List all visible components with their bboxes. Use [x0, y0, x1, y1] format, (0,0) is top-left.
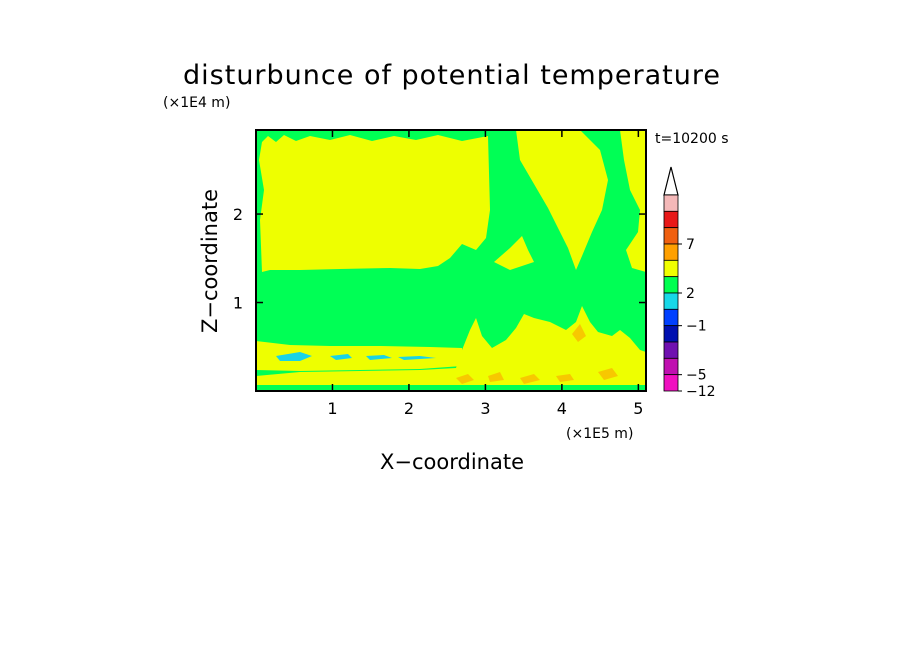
field-yellow-right-mid: [494, 236, 534, 270]
x-axis: 1 2 3 4 5: [327, 130, 643, 418]
y-axis: 12: [233, 205, 646, 313]
x-axis-label: X−coordinate: [380, 450, 524, 474]
field-cyan-streak: [276, 352, 436, 361]
colorbar-swatch: [663, 357, 679, 376]
y-axis-label: Z−coordinate: [198, 189, 222, 333]
contour-field: [255, 129, 647, 392]
colorbar: 7 2 −1 −5−12: [663, 166, 716, 400]
y-tick-label: 1: [233, 294, 243, 313]
x-tick-label: 3: [480, 399, 490, 418]
colorbar-label: −12: [686, 384, 716, 400]
plot-frame: [255, 129, 647, 392]
colorbar-swatch: [663, 341, 679, 359]
colorbar-swatch: [663, 259, 679, 278]
colorbar-swatch: [663, 243, 679, 261]
field-yellow-upper: [259, 135, 490, 272]
colorbar-swatch: [663, 374, 679, 392]
x-tick-label: 2: [404, 399, 414, 418]
colorbar-label: 7: [686, 237, 695, 253]
field-orange-speckles: [456, 324, 618, 384]
colorbar-swatch: [663, 194, 679, 212]
x-tick-label: 4: [557, 399, 567, 418]
colorbar-swatch: [663, 276, 679, 294]
colorbar-swatch: [663, 210, 679, 229]
chart-title: disturbunce of potential temperature: [183, 60, 721, 91]
x-tick-label: 1: [327, 399, 337, 418]
field-yellow-lower-band: [256, 341, 462, 371]
x-tick-label: 5: [633, 399, 643, 418]
colorbar-swatch: [663, 308, 679, 327]
colorbar-swatch: [663, 227, 679, 245]
field-yellow-lower-right: [256, 306, 646, 391]
y-tick-label: 2: [233, 205, 243, 224]
colorbar-label: −1: [686, 319, 707, 335]
field-green-ground-strip: [256, 385, 646, 391]
field-yellow-far-right: [620, 130, 646, 272]
colorbar-label: −5: [686, 368, 707, 384]
colorbar-swatch: [663, 292, 679, 310]
colorbar-extend-arrow: [663, 166, 679, 196]
y-unit-label: (×1E4 m): [163, 95, 230, 111]
x-unit-label: (×1E5 m): [566, 426, 633, 442]
field-yellow-upper-right: [516, 130, 608, 270]
time-label: t=10200 s: [655, 131, 729, 147]
colorbar-swatch: [663, 325, 679, 343]
colorbar-label: 2: [686, 286, 695, 302]
